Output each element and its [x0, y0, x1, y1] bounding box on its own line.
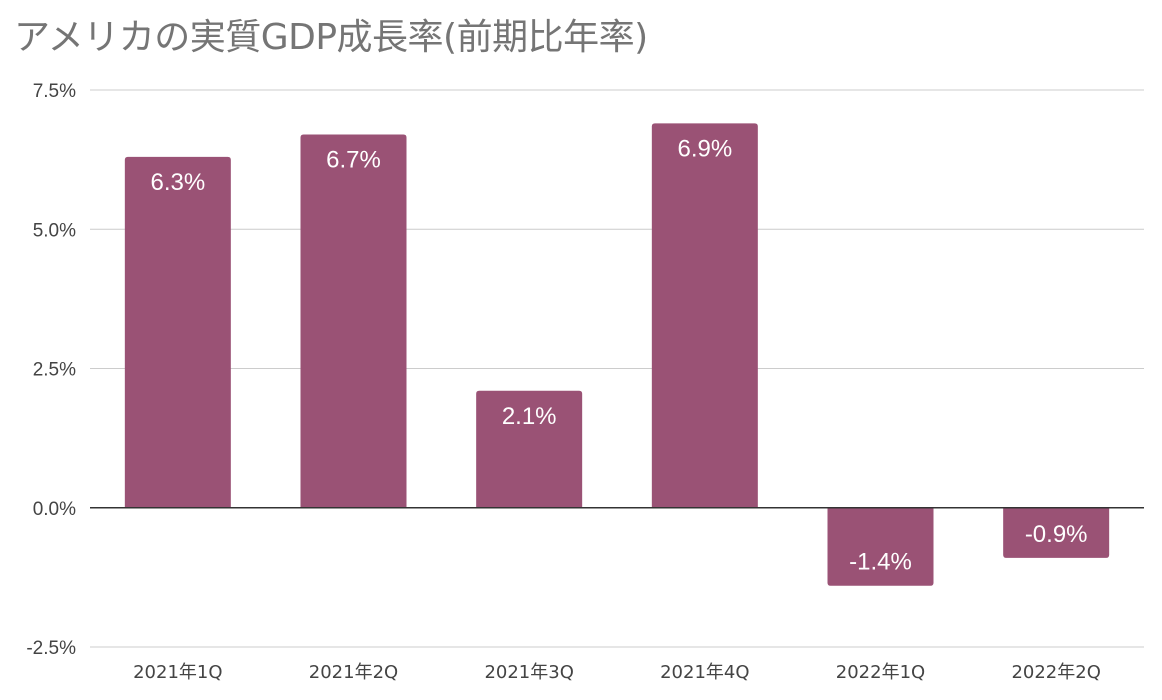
x-axis-categories: 2021年1Q 2021年2Q 2021年3Q 2021年4Q 2022年1Q 2022年… [133, 662, 1101, 683]
bar [651, 123, 758, 508]
data-label: 6.7% [326, 147, 381, 174]
data-label: 6.9% [677, 135, 732, 162]
chart-title: アメリカの実質GDP成長率(前期比年率) [14, 17, 648, 58]
x-category-label: 2022年2Q [1011, 662, 1100, 683]
data-labels: 6.3% 6.7% 2.1% 6.9% -1.4% -0.9% [150, 135, 1087, 575]
bars [124, 123, 1110, 586]
bar [300, 134, 407, 508]
data-label: 6.3% [150, 169, 205, 196]
y-tick-label: -2.5% [26, 638, 76, 659]
data-label: -0.9% [1025, 521, 1088, 548]
data-label: -1.4% [849, 549, 912, 576]
x-category-label: 2021年4Q [660, 662, 749, 683]
x-category-label: 2021年1Q [133, 662, 222, 683]
x-category-label: 2021年2Q [309, 662, 398, 683]
x-category-label: 2022年1Q [836, 662, 925, 683]
grid-lines [90, 89, 1144, 648]
bar [124, 156, 231, 508]
y-tick-label: 5.0% [33, 220, 76, 241]
y-tick-label: 0.0% [33, 499, 76, 520]
x-category-label: 2021年3Q [484, 662, 573, 683]
bar [476, 390, 583, 508]
y-tick-label: 2.5% [33, 360, 76, 381]
data-label: 2.1% [502, 403, 557, 430]
y-tick-label: 7.5% [33, 81, 76, 102]
bar [1003, 507, 1110, 558]
bar [827, 507, 934, 586]
y-axis-ticks: 7.5% 5.0% 2.5% 0.0% -2.5% [26, 81, 76, 659]
